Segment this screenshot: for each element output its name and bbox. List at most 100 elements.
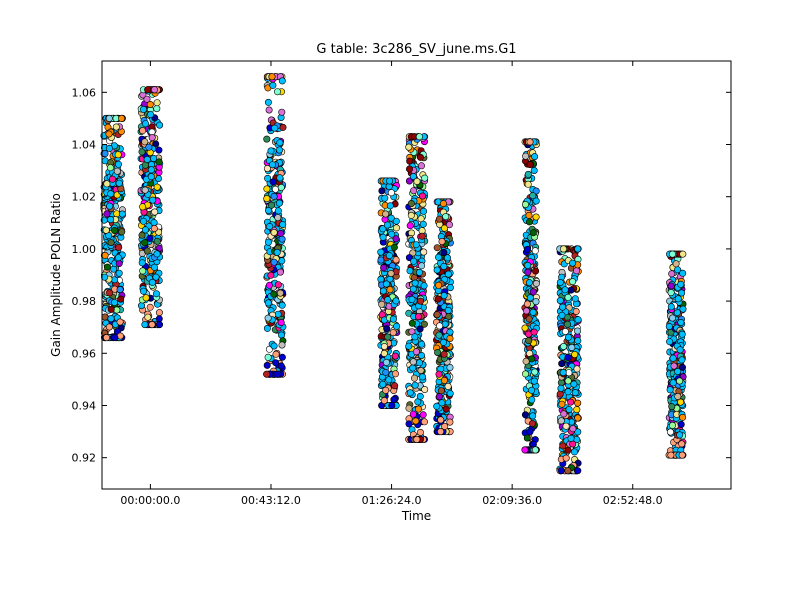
data-point: [532, 279, 540, 287]
data-point: [524, 180, 532, 188]
data-point: [388, 401, 396, 409]
x-tick-label: 02:52:48.0: [603, 494, 663, 507]
data-point: [679, 413, 687, 421]
data-point: [118, 228, 126, 236]
data-point: [117, 295, 125, 303]
data-point: [407, 211, 415, 219]
data-point: [153, 99, 161, 107]
data-point: [270, 258, 278, 266]
data-point: [107, 239, 115, 247]
data-point: [564, 320, 572, 328]
data-point: [412, 241, 420, 249]
data-point: [530, 377, 538, 385]
data-point: [574, 316, 582, 324]
data-point: [277, 318, 285, 326]
data-point: [678, 330, 686, 338]
data-point: [391, 352, 399, 360]
data-point: [573, 327, 581, 335]
data-point: [434, 348, 442, 356]
data-point: [141, 138, 149, 146]
data-point: [679, 269, 687, 277]
data-point: [406, 267, 414, 275]
data-point: [442, 213, 450, 221]
data-point: [107, 190, 115, 198]
data-point: [444, 270, 452, 278]
data-point: [273, 248, 281, 256]
data-point: [572, 307, 580, 315]
data-point: [523, 434, 531, 442]
data-point: [665, 322, 673, 330]
y-tick-label: 0.96: [72, 347, 97, 360]
data-point: [434, 295, 442, 303]
data-point: [528, 396, 536, 404]
data-point: [105, 323, 113, 331]
data-point: [667, 303, 675, 311]
data-point: [407, 200, 415, 208]
data-point: [666, 338, 674, 346]
data-point: [415, 133, 423, 141]
data-point: [446, 334, 454, 342]
data-point: [267, 271, 275, 279]
data-point: [569, 278, 577, 286]
data-point: [677, 420, 685, 428]
y-tick-label: 1.06: [72, 86, 97, 99]
data-point: [440, 262, 448, 270]
data-point: [442, 405, 450, 413]
data-point: [390, 396, 398, 404]
data-point: [263, 370, 271, 378]
data-point: [557, 467, 565, 475]
data-point: [264, 98, 272, 106]
data-point: [112, 123, 120, 131]
data-point: [678, 289, 686, 297]
data-point: [139, 127, 147, 135]
data-point: [558, 400, 566, 408]
data-point: [532, 187, 540, 195]
data-point: [678, 451, 686, 459]
data-point: [433, 402, 441, 410]
data-point: [155, 309, 163, 317]
data-point: [114, 254, 122, 262]
data-point: [524, 261, 532, 269]
data-point: [405, 404, 413, 412]
data-point: [111, 227, 119, 235]
data-point: [148, 134, 156, 142]
data-point: [421, 174, 429, 182]
data-point: [419, 220, 427, 228]
data-point: [525, 218, 533, 226]
data-point: [143, 95, 151, 103]
data-point: [532, 197, 540, 205]
data-point: [564, 377, 572, 385]
data-point: [278, 77, 286, 85]
data-point: [413, 177, 421, 185]
data-point: [264, 238, 272, 246]
data-point: [405, 420, 413, 428]
y-tick-label: 0.92: [72, 452, 97, 465]
data-point: [274, 207, 282, 215]
data-point: [420, 320, 428, 328]
data-point: [101, 313, 109, 321]
data-point: [439, 338, 447, 346]
data-point: [669, 354, 677, 362]
data-point: [676, 346, 684, 354]
data-point: [445, 221, 453, 229]
data-point: [391, 370, 399, 378]
x-tick-label: 00:00:00.0: [120, 494, 180, 507]
data-point: [103, 334, 111, 342]
y-tick-label: 1.00: [72, 243, 97, 256]
data-point: [560, 410, 568, 418]
data-point: [561, 286, 569, 294]
data-point: [668, 314, 676, 322]
data-point: [420, 248, 428, 256]
data-point: [406, 222, 414, 230]
data-point: [677, 280, 685, 288]
data-point: [405, 165, 413, 173]
data-point: [264, 299, 272, 307]
data-point: [115, 269, 123, 277]
data-point: [571, 389, 579, 397]
data-point: [410, 257, 418, 265]
data-point: [391, 382, 399, 390]
data-point: [567, 286, 575, 294]
data-point: [531, 247, 539, 255]
data-point: [440, 224, 448, 232]
data-point: [522, 152, 530, 160]
